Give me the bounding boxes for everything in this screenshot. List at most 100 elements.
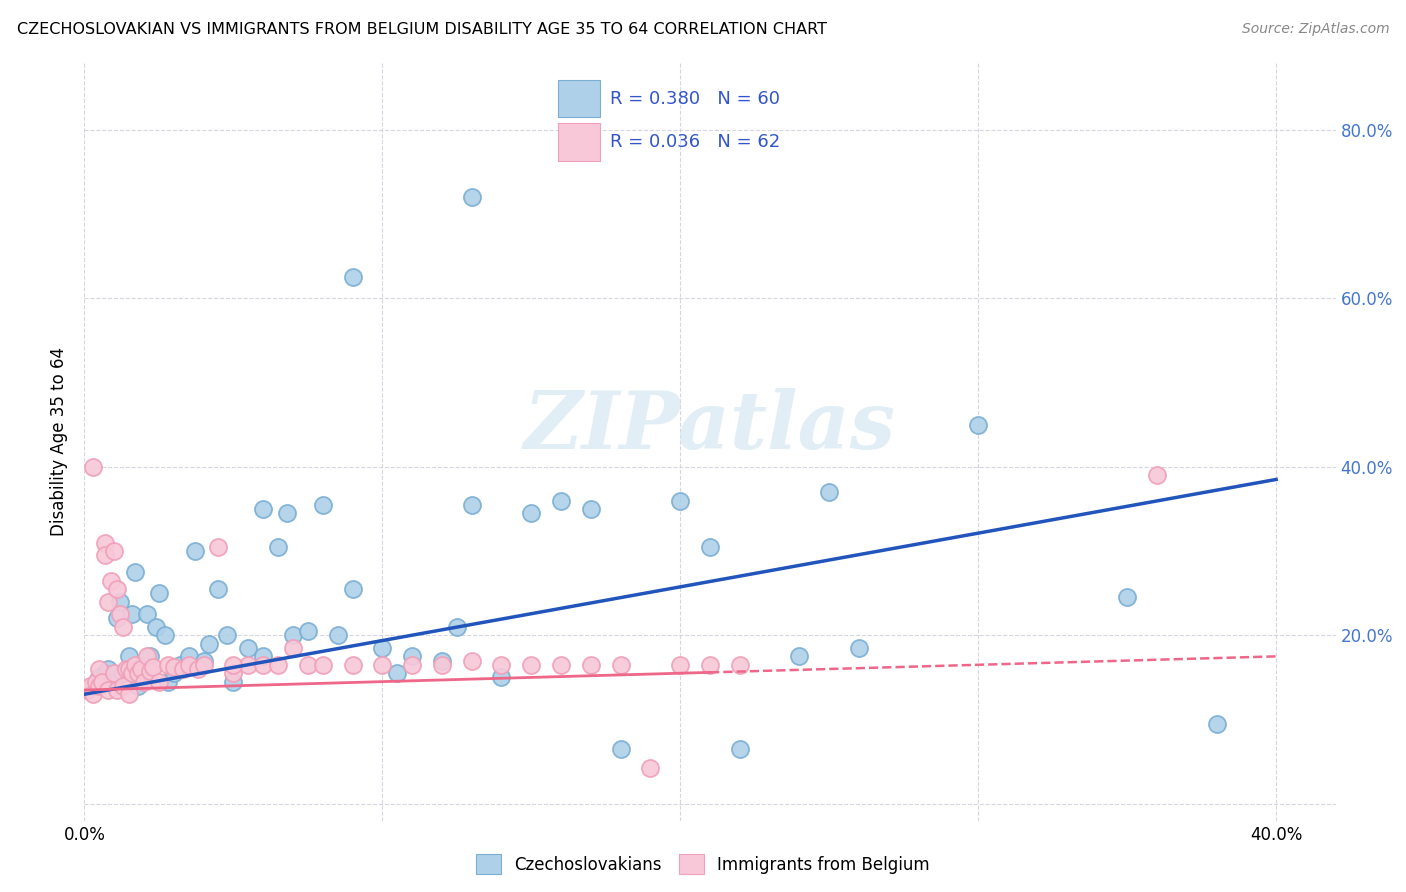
Point	[281, 640, 304, 655]
Point	[371, 657, 394, 672]
Point	[222, 666, 245, 681]
Point	[460, 190, 482, 204]
Point	[460, 498, 482, 512]
Point	[76, 683, 98, 698]
Point	[105, 582, 128, 596]
Point	[312, 657, 335, 672]
Point	[124, 657, 146, 672]
Point	[82, 687, 104, 701]
Point	[267, 657, 290, 672]
Point	[97, 683, 120, 698]
Point	[460, 654, 482, 668]
Point	[609, 742, 631, 756]
Point	[579, 657, 602, 672]
Point	[103, 666, 125, 681]
Point	[669, 493, 692, 508]
Point	[297, 624, 319, 639]
Point	[238, 657, 260, 672]
Point	[148, 674, 170, 689]
Point	[103, 674, 125, 689]
Point	[207, 540, 229, 554]
Point	[118, 662, 141, 676]
Point	[177, 657, 200, 672]
Text: Source: ZipAtlas.com: Source: ZipAtlas.com	[1241, 22, 1389, 37]
Point	[127, 679, 149, 693]
Point	[342, 582, 364, 596]
Point	[127, 666, 149, 681]
Point	[728, 657, 751, 672]
Point	[82, 459, 104, 474]
Point	[89, 670, 111, 684]
Point	[115, 662, 138, 676]
Point	[89, 662, 111, 676]
Point	[112, 620, 135, 634]
Point	[789, 649, 811, 664]
Point	[172, 662, 194, 676]
Point	[145, 620, 167, 634]
Point	[297, 657, 319, 672]
Point	[967, 417, 990, 432]
Point	[177, 649, 200, 664]
Point	[728, 742, 751, 756]
Point	[238, 640, 260, 655]
Point	[1116, 591, 1139, 605]
Point	[252, 657, 274, 672]
Point	[91, 674, 114, 689]
Point	[222, 657, 245, 672]
Point	[193, 654, 215, 668]
Point	[550, 657, 572, 672]
Point	[848, 640, 870, 655]
Point	[136, 607, 159, 622]
Point	[699, 657, 721, 672]
Point	[579, 502, 602, 516]
Point	[342, 270, 364, 285]
Point	[89, 679, 111, 693]
Point	[124, 565, 146, 579]
Point	[108, 594, 131, 608]
Point	[82, 679, 104, 693]
Point	[217, 628, 239, 642]
Point	[430, 654, 453, 668]
Point	[94, 548, 117, 563]
Point	[609, 657, 631, 672]
Point	[446, 620, 468, 634]
Point	[430, 657, 453, 672]
Point	[132, 674, 155, 689]
Point	[252, 502, 274, 516]
Point	[669, 657, 692, 672]
Point	[103, 544, 125, 558]
Point	[187, 662, 209, 676]
Point	[1205, 716, 1227, 731]
Point	[121, 607, 143, 622]
Point	[163, 660, 186, 674]
Point	[142, 660, 165, 674]
Point	[139, 649, 162, 664]
Point	[520, 657, 543, 672]
Point	[281, 628, 304, 642]
Point	[401, 649, 423, 664]
Point	[520, 506, 543, 520]
Point	[401, 657, 423, 672]
Point	[371, 640, 394, 655]
Point	[198, 637, 221, 651]
Point	[105, 683, 128, 698]
Point	[640, 761, 662, 775]
Point	[105, 611, 128, 625]
Text: ZIPatlas: ZIPatlas	[524, 388, 896, 465]
Point	[699, 540, 721, 554]
Point	[94, 666, 117, 681]
Point	[136, 649, 159, 664]
Point	[267, 540, 290, 554]
Y-axis label: Disability Age 35 to 64: Disability Age 35 to 64	[51, 347, 69, 536]
Point	[222, 674, 245, 689]
Point	[156, 674, 179, 689]
Point	[1146, 468, 1168, 483]
Point	[118, 649, 141, 664]
Point	[818, 485, 841, 500]
Point	[112, 666, 135, 681]
Point	[148, 586, 170, 600]
Point	[169, 657, 191, 672]
Point	[193, 657, 215, 672]
Point	[163, 666, 186, 681]
Point	[139, 664, 162, 678]
